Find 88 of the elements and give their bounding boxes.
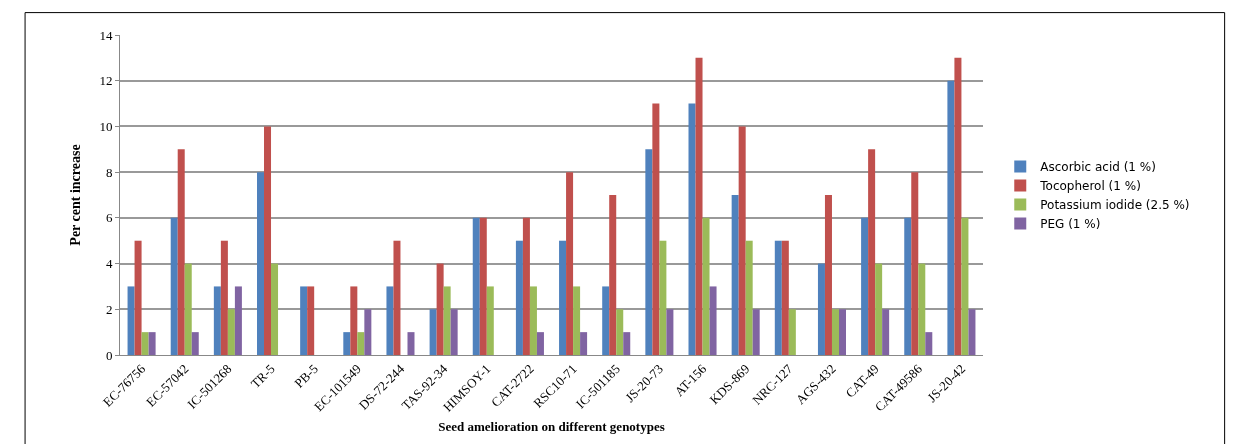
bar	[357, 332, 365, 355]
bar	[752, 309, 760, 355]
bar	[573, 286, 581, 355]
bar	[774, 240, 782, 355]
bar	[134, 240, 142, 355]
bar	[652, 103, 660, 355]
bar	[954, 57, 962, 355]
bar	[234, 286, 242, 355]
bar	[213, 286, 221, 355]
bar	[271, 263, 279, 355]
bar	[529, 286, 537, 355]
bar	[875, 263, 883, 355]
y-tick-label: 2	[105, 301, 113, 317]
bar	[666, 309, 674, 355]
bar	[436, 263, 444, 355]
x-axis-title: Seed amelioration on different genotypes	[438, 419, 665, 435]
bar	[788, 309, 796, 355]
y-tick-label: 8	[105, 164, 113, 180]
bar	[882, 309, 890, 355]
bar	[386, 286, 394, 355]
bar	[191, 332, 199, 355]
bar	[968, 309, 976, 355]
bar	[148, 332, 156, 355]
bar	[429, 309, 437, 355]
bar	[623, 332, 631, 355]
bar	[479, 217, 487, 355]
bar	[709, 286, 717, 355]
bar	[472, 217, 480, 355]
bar	[566, 172, 574, 355]
bar	[227, 309, 235, 355]
legend-label: Potassium iodide (2.5 %)	[1040, 198, 1190, 213]
bar	[659, 240, 667, 355]
bar	[170, 217, 178, 355]
y-tick-label: 14	[99, 27, 113, 43]
bar	[307, 286, 315, 355]
bar	[645, 149, 653, 355]
bar	[522, 217, 530, 355]
bar	[127, 286, 135, 355]
bar	[264, 126, 272, 355]
bar	[393, 240, 401, 355]
y-tick-label: 12	[99, 73, 113, 89]
bar	[141, 332, 149, 355]
bar	[609, 195, 617, 355]
bar	[745, 240, 753, 355]
bar	[702, 217, 710, 355]
bar	[343, 332, 351, 355]
bar	[536, 332, 544, 355]
bar	[831, 309, 839, 355]
bar	[184, 263, 192, 355]
bar	[350, 286, 358, 355]
bar	[781, 240, 789, 355]
y-axis-title: Per cent increase	[68, 144, 83, 246]
bar	[731, 195, 739, 355]
bar	[559, 240, 567, 355]
bar	[177, 149, 185, 355]
legend-label: Tocopherol (1 %)	[1039, 179, 1141, 194]
bar	[486, 286, 494, 355]
bar	[257, 172, 265, 355]
bar	[407, 332, 415, 355]
bar	[911, 172, 919, 355]
bar	[738, 126, 746, 355]
bar	[616, 309, 624, 355]
bar	[925, 332, 933, 355]
bar	[443, 286, 451, 355]
bar	[838, 309, 846, 355]
y-tick-label: 0	[105, 347, 113, 363]
bar	[868, 149, 876, 355]
bar	[918, 263, 926, 355]
legend-label: Ascorbic acid (1 %)	[1040, 160, 1156, 175]
bar	[602, 286, 610, 355]
bar	[364, 309, 372, 355]
bar	[688, 103, 696, 355]
bar	[220, 240, 228, 355]
y-tick-label: 4	[105, 256, 113, 272]
bar	[450, 309, 458, 355]
bar	[861, 217, 869, 355]
y-tick-label: 10	[99, 118, 113, 134]
bar	[947, 80, 955, 355]
bar	[300, 286, 308, 355]
bar	[695, 57, 703, 355]
bar	[904, 217, 912, 355]
bar	[817, 263, 825, 355]
bar	[515, 240, 523, 355]
bar	[961, 217, 969, 355]
y-tick-label: 6	[105, 210, 113, 226]
bar	[824, 195, 832, 355]
bar	[580, 332, 588, 355]
legend-label: PEG (1 %)	[1040, 217, 1101, 232]
